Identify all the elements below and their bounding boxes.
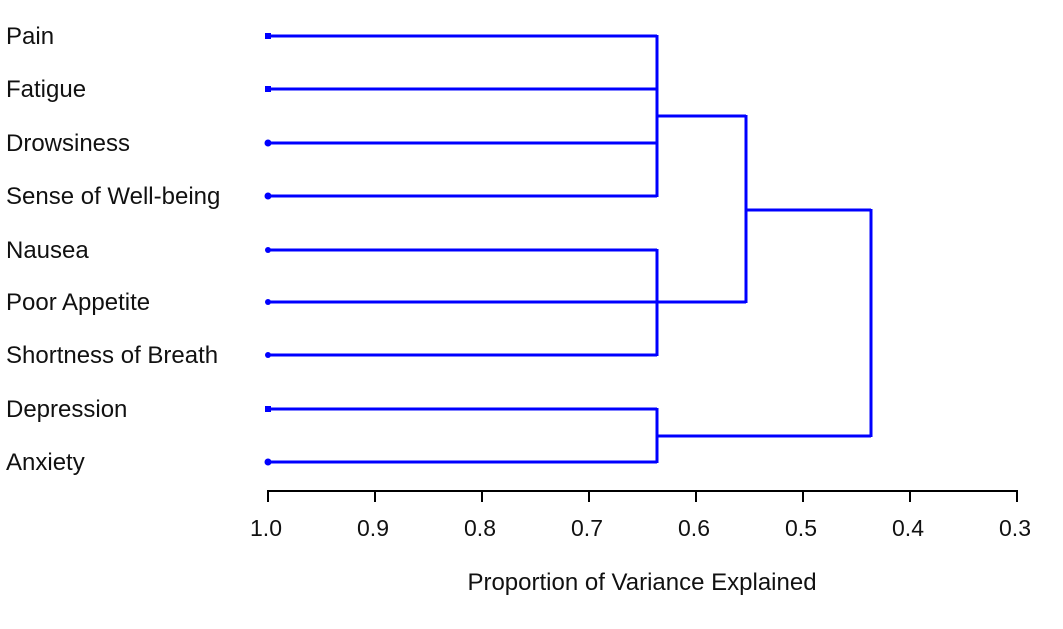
x-tick-label: 0.8 (464, 515, 496, 541)
leaf-label-poor-appetite: Poor Appetite (6, 289, 151, 316)
x-tick-label: 1.0 (250, 515, 282, 541)
leaf-label-shortness-of-breath: Shortness of Breath (6, 342, 219, 369)
leaf-label-well-being: Sense of Well-being (6, 183, 221, 210)
leaf-label-drowsiness: Drowsiness (6, 130, 131, 157)
leaf-label-nausea: Nausea (6, 237, 89, 264)
x-tick-label: 0.6 (678, 515, 710, 541)
leaf-label-anxiety: Anxiety (6, 449, 85, 476)
x-tick-label: 0.7 (571, 515, 603, 541)
x-axis-title: Proportion of Variance Explained (467, 569, 817, 596)
leaf-markers (264, 33, 272, 466)
x-tick-label: 0.9 (357, 515, 389, 541)
dendrogram-branches (268, 34, 873, 464)
leaf-label-depression: Depression (6, 396, 128, 423)
x-axis (267, 490, 1018, 502)
x-tick-label: 0.3 (999, 515, 1031, 541)
leaf-label-pain: Pain (6, 23, 55, 50)
leaf-label-fatigue: Fatigue (6, 76, 87, 103)
x-tick-label: 0.4 (892, 515, 924, 541)
x-tick-label: 0.5 (785, 515, 817, 541)
